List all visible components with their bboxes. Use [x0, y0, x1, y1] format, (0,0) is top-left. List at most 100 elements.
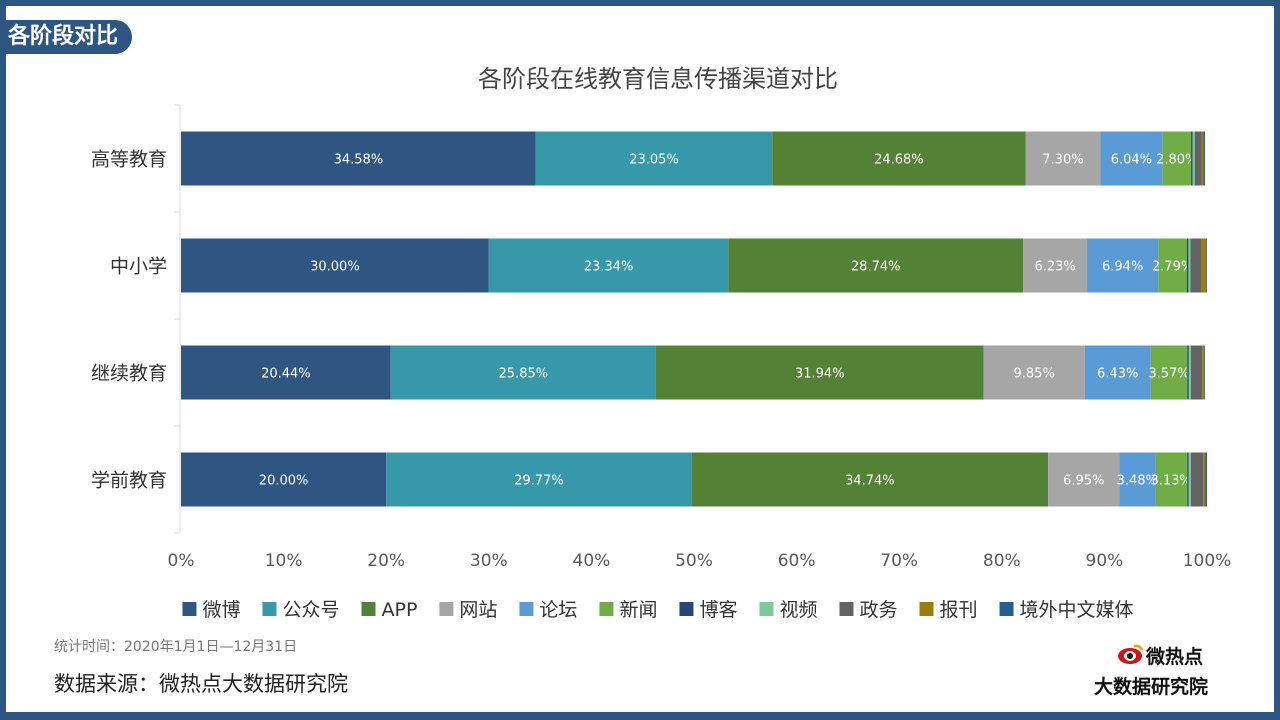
data-label: 30.00%	[310, 260, 360, 275]
legend-label: 政务	[859, 599, 897, 621]
section-tag: 各阶段对比	[0, 20, 133, 54]
bar-segment	[655, 345, 984, 400]
bar-segment	[1119, 452, 1156, 507]
x-tick-label: 30%	[470, 551, 508, 571]
category-label: 中小学	[110, 256, 167, 278]
x-tick-label: 90%	[1086, 551, 1124, 571]
bar-segment	[983, 345, 1085, 400]
category-label: 学前教育	[91, 470, 167, 492]
bar-segment	[1194, 131, 1202, 186]
data-label: 3.48%	[1117, 474, 1158, 489]
data-label: 2.79%	[1152, 260, 1193, 275]
bar-segment	[1203, 131, 1205, 186]
data-label: 34.58%	[334, 153, 384, 168]
statistics-period: 统计时间：2020年1月1日—12月31日	[54, 639, 298, 655]
bar-segment	[1203, 452, 1206, 507]
legend-label: 论坛	[539, 599, 577, 621]
data-label: 3.13%	[1150, 474, 1191, 489]
bar-segment	[691, 452, 1049, 507]
bar-segment	[1158, 238, 1187, 293]
data-label: 20.44%	[261, 367, 311, 382]
category-label: 继续教育	[91, 363, 167, 385]
data-label: 24.68%	[874, 153, 924, 168]
eye-logo-icon	[1118, 644, 1144, 664]
bar-segment	[181, 452, 387, 507]
x-tick-label: 70%	[880, 551, 918, 571]
legend-label: 报刊	[940, 599, 978, 621]
legend-swatch	[262, 602, 277, 616]
legend-swatch	[839, 602, 854, 616]
data-label: 23.34%	[584, 260, 634, 275]
legend-label: 博客	[699, 599, 737, 621]
bar-segment	[1205, 452, 1207, 507]
bar-segment	[1188, 238, 1191, 293]
category-label: 高等教育	[91, 149, 167, 171]
legend-label: 公众号	[282, 599, 339, 621]
data-source: 数据来源：微热点大数据研究院	[54, 672, 348, 696]
bar-segment	[181, 345, 391, 400]
data-label: 2.80%	[1156, 153, 1197, 168]
legend-swatch	[999, 602, 1014, 616]
bar-segment	[1187, 452, 1189, 507]
bar-segment	[1190, 238, 1202, 293]
legend-label: APP	[381, 599, 417, 621]
data-label: 34.74%	[845, 474, 895, 489]
chart-title: 各阶段在线教育信息传播渠道对比	[478, 65, 838, 93]
logo-subtitle: 大数据研究院	[1094, 676, 1209, 698]
data-label: 23.05%	[629, 153, 679, 168]
data-label: 29.77%	[514, 474, 564, 489]
data-label: 6.95%	[1063, 474, 1104, 489]
legend-swatch	[519, 602, 534, 616]
legend-swatch	[599, 602, 614, 616]
x-tick-label: 60%	[778, 551, 816, 571]
bar-segment	[1190, 452, 1204, 507]
legend-swatch	[679, 602, 694, 616]
bar-segment	[1191, 131, 1193, 186]
legend-label: 境外中文媒体	[1020, 599, 1134, 621]
bar-segment	[386, 452, 692, 507]
bar-segment	[728, 238, 1024, 293]
legend-label: 微博	[202, 599, 240, 621]
bar-segment	[1084, 345, 1151, 400]
legend-swatch	[759, 602, 774, 616]
data-label: 9.85%	[1014, 367, 1055, 382]
bar-segment	[1204, 345, 1206, 400]
bar-segment	[1187, 345, 1189, 400]
x-tick-label: 0%	[168, 551, 195, 571]
bar-segment	[1162, 131, 1192, 186]
bar-segment	[1188, 452, 1191, 507]
x-tick-label: 50%	[675, 551, 713, 571]
bar-segment	[1087, 238, 1159, 293]
bar-segment	[1201, 238, 1207, 293]
x-tick-label: 100%	[1183, 551, 1232, 571]
bar-segment	[1206, 238, 1207, 293]
bar-segment	[1186, 238, 1189, 293]
data-label: 7.30%	[1042, 153, 1083, 168]
bar-segment	[1188, 345, 1191, 400]
x-tick-label: 20%	[367, 551, 405, 571]
legend-swatch	[361, 602, 376, 616]
x-tick-label: 80%	[983, 551, 1021, 571]
bar-segment	[1023, 238, 1088, 293]
bar-segment	[181, 131, 536, 186]
bar-segment	[1201, 131, 1204, 186]
weiredian-logo: 微热点 大数据研究院	[1094, 640, 1244, 700]
data-label: 28.74%	[851, 260, 901, 275]
bar-segment	[390, 345, 656, 400]
x-tick-label: 40%	[573, 551, 611, 571]
x-tick-label: 10%	[265, 551, 303, 571]
data-label: 31.94%	[795, 367, 845, 382]
bar-segment	[488, 238, 729, 293]
bar-segment	[1025, 131, 1101, 186]
bar-segment	[1192, 131, 1195, 186]
legend-swatch	[919, 602, 934, 616]
data-label: 20.00%	[259, 474, 309, 489]
data-label: 6.43%	[1097, 367, 1138, 382]
bar-segment	[535, 131, 773, 186]
bar-segment	[181, 238, 489, 293]
legend-label: 新闻	[619, 599, 657, 621]
bar-segment	[1048, 452, 1120, 507]
bar-segment	[1155, 452, 1188, 507]
bar-segment	[1100, 131, 1163, 186]
